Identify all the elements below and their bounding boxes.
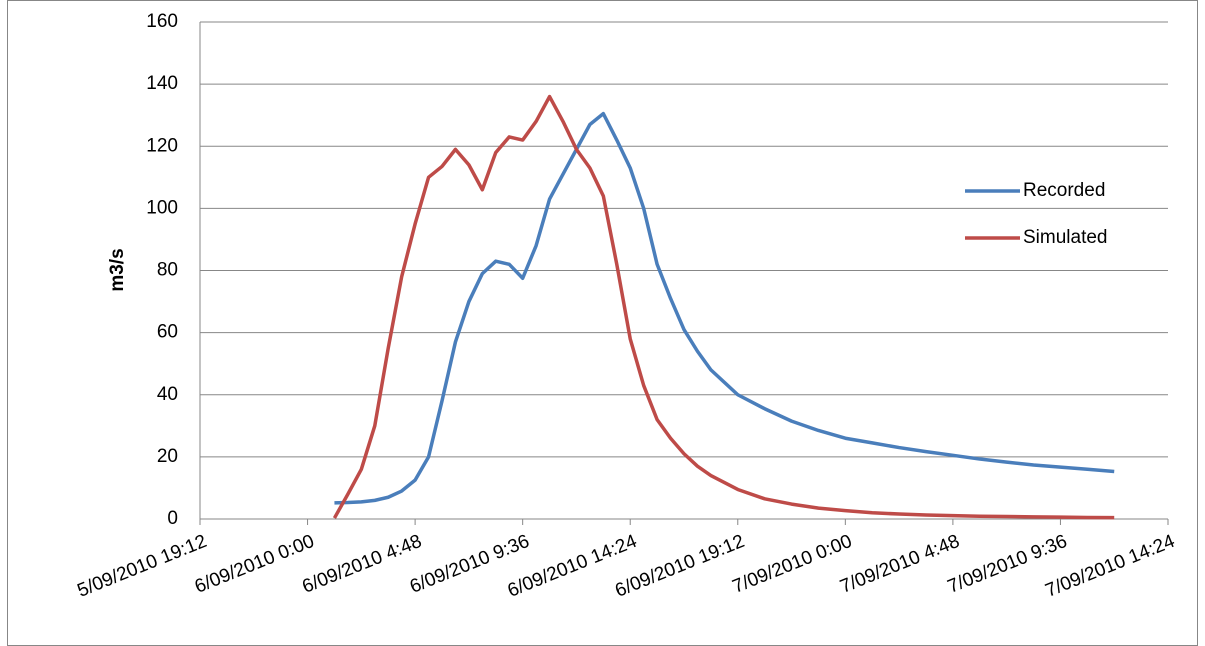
y-tick-label: 80	[157, 260, 178, 281]
y-tick-label: 40	[157, 384, 178, 405]
y-tick-label: 120	[146, 135, 178, 156]
y-tick-label: 100	[146, 197, 178, 218]
y-tick-label: 160	[146, 11, 178, 32]
legend-label: Recorded	[1023, 180, 1105, 201]
x-tick-label: 7/09/2010 4:48	[837, 531, 962, 598]
x-tick-label: 6/09/2010 4:48	[299, 531, 424, 598]
x-tick-label: 5/09/2010 19:12	[75, 531, 210, 602]
series-line	[332, 94, 1115, 520]
y-tick-label: 20	[157, 446, 178, 467]
legend-label: Simulated	[1023, 227, 1108, 248]
y-tick-label: 0	[167, 508, 178, 529]
y-axis-label: m3/s	[107, 248, 128, 291]
series-line	[334, 111, 1115, 505]
x-tick-label: 7/09/2010 0:00	[730, 531, 855, 598]
y-tick-label: 140	[146, 73, 178, 94]
y-tick-label: 60	[157, 322, 178, 343]
x-tick-label: 6/09/2010 0:00	[192, 531, 317, 598]
